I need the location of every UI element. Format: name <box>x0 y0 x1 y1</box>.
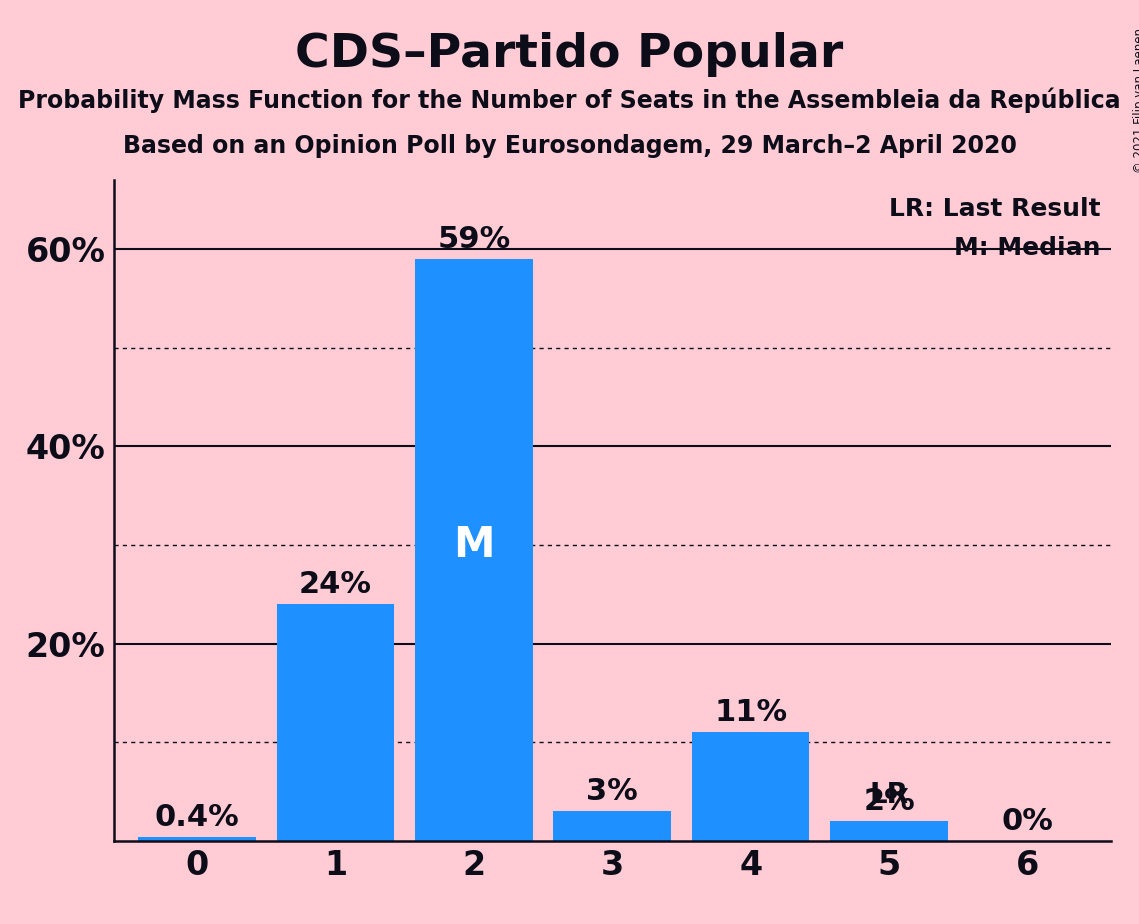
Text: 59%: 59% <box>437 225 510 254</box>
Text: © 2021 Filip van Laenen: © 2021 Filip van Laenen <box>1133 28 1139 173</box>
Bar <box>691 733 810 841</box>
Text: M: Median: M: Median <box>954 237 1100 261</box>
Text: 3%: 3% <box>587 777 638 807</box>
Text: 11%: 11% <box>714 699 787 727</box>
Bar <box>415 259 533 841</box>
Bar <box>554 811 671 841</box>
Text: CDS–Partido Popular: CDS–Partido Popular <box>295 32 844 78</box>
Text: LR: Last Result: LR: Last Result <box>888 197 1100 221</box>
Text: 2%: 2% <box>863 787 915 816</box>
Text: Probability Mass Function for the Number of Seats in the Assembleia da República: Probability Mass Function for the Number… <box>18 88 1121 114</box>
Text: 24%: 24% <box>298 570 371 600</box>
Text: LR: LR <box>869 782 909 809</box>
Text: 0%: 0% <box>1001 807 1054 836</box>
Bar <box>277 604 394 841</box>
Text: 0.4%: 0.4% <box>155 803 239 832</box>
Bar <box>138 837 256 841</box>
Text: M: M <box>453 524 494 566</box>
Bar <box>830 821 948 841</box>
Text: Based on an Opinion Poll by Eurosondagem, 29 March–2 April 2020: Based on an Opinion Poll by Eurosondagem… <box>123 134 1016 158</box>
